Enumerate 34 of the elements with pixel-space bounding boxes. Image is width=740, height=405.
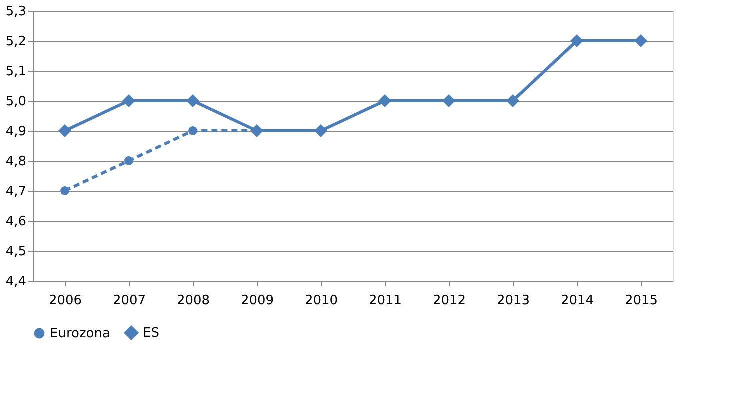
- point: [314, 124, 328, 138]
- x-tick-label: 2006: [48, 294, 82, 308]
- x-tick-label: 2015: [624, 294, 658, 308]
- x-tick-label: 2009: [240, 294, 274, 308]
- x-tick-label: 2007: [112, 294, 146, 308]
- y-tick-label: 5,1: [6, 64, 26, 80]
- legend-label: Eurozona: [50, 326, 110, 342]
- x-tick-label: 2014: [560, 294, 594, 308]
- point: [188, 126, 198, 136]
- x-tick-label: 2013: [496, 294, 530, 308]
- legend-label: ES: [143, 326, 160, 341]
- point: [58, 124, 72, 138]
- x-tick-label: 2010: [304, 294, 338, 308]
- point: [506, 94, 520, 108]
- y-tick-label: 4,6: [6, 214, 26, 230]
- x-tick-label: 2011: [368, 294, 402, 308]
- point: [634, 34, 648, 48]
- point: [122, 94, 136, 108]
- point: [186, 94, 200, 108]
- y-tick-label: 4,8: [6, 154, 26, 170]
- point: [378, 94, 392, 108]
- point: [570, 34, 584, 48]
- y-tick-label: 5,3: [6, 4, 26, 20]
- y-tick-label: 4,7: [6, 184, 26, 200]
- point: [60, 186, 70, 196]
- point: [124, 156, 134, 166]
- y-tick-label: 5,2: [6, 34, 26, 50]
- y-tick-label: 5,0: [6, 94, 26, 110]
- y-tick-label: 4,4: [6, 274, 26, 290]
- y-tick-label: 4,9: [6, 124, 26, 140]
- x-tick-label: 2008: [176, 294, 210, 308]
- point: [442, 94, 456, 108]
- x-tick-label: 2012: [432, 294, 466, 308]
- y-tick-label: 4,5: [6, 244, 26, 260]
